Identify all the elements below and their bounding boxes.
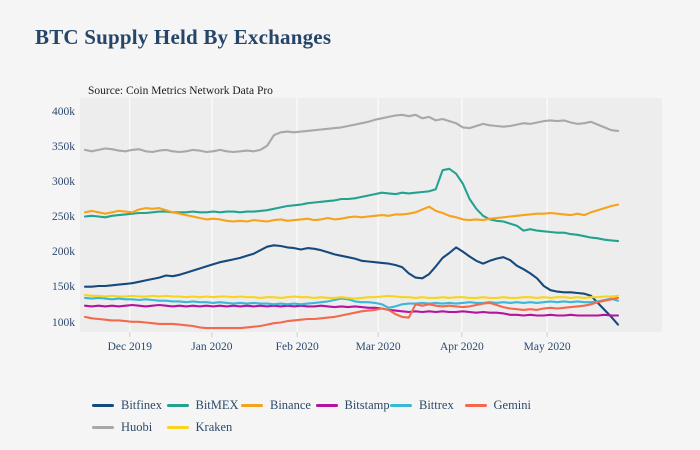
legend-swatch-bittrex-icon xyxy=(390,403,412,407)
legend-label: Bittrex xyxy=(419,397,454,412)
series-line-binance xyxy=(83,203,620,223)
legend-item-bitstamp[interactable]: Bitstamp xyxy=(315,397,390,412)
legend-label: BitMEX xyxy=(195,397,239,412)
series-line-bitstamp xyxy=(83,303,620,317)
legend-label: Gemini xyxy=(493,397,532,412)
legend-label: Bitstamp xyxy=(344,397,390,412)
legend-item-bitmex[interactable]: BitMEX xyxy=(166,397,239,412)
y-tick-label: 150k xyxy=(52,281,75,294)
legend-swatch-kraken-icon xyxy=(166,425,189,429)
y-tick-label: 350k xyxy=(52,141,75,154)
y-tick-label: 300k xyxy=(52,176,75,189)
legend-item-bitfinex[interactable]: Bitfinex xyxy=(92,398,162,412)
legend-item-binance[interactable]: Binance xyxy=(241,398,311,412)
legend-swatch-bitmex-icon xyxy=(166,403,189,407)
legend-label: Huobi xyxy=(121,419,153,434)
series-line-bittrex xyxy=(83,296,620,309)
series-line-bitfinex xyxy=(83,244,620,326)
y-tick-label: 200k xyxy=(52,246,75,259)
legend-swatch-bitstamp-icon xyxy=(315,403,338,407)
series-line-gemini xyxy=(83,296,620,330)
x-tick-label: Jan 2020 xyxy=(191,341,233,353)
legend-label: Kraken xyxy=(195,419,233,434)
x-tick-label: Apr 2020 xyxy=(439,341,484,353)
x-tick-label: Mar 2020 xyxy=(355,341,401,353)
x-tick-label: Feb 2020 xyxy=(275,341,319,353)
y-tick-label: 400k xyxy=(52,106,75,118)
y-tick-label: 100k xyxy=(52,316,75,329)
legend-swatch-huobi-icon xyxy=(92,425,114,429)
series-line-kraken xyxy=(83,294,620,300)
legend-item-huobi[interactable]: Huobi xyxy=(92,420,152,434)
x-tick-label: Dec 2019 xyxy=(107,341,152,353)
source-note: Source: Coin Metrics Network Data Pro xyxy=(88,85,273,97)
legend-label: Binance xyxy=(270,397,311,412)
legend-item-gemini[interactable]: Gemini xyxy=(464,397,532,412)
legend-item-bittrex[interactable]: Bittrex xyxy=(390,398,454,412)
legend-item-kraken[interactable]: Kraken xyxy=(166,419,233,434)
legend-swatch-binance-icon xyxy=(241,403,263,407)
legend-swatch-bitfinex-icon xyxy=(92,403,114,407)
series-line-huobi xyxy=(83,113,620,154)
chart-title: BTC Supply Held By Exchanges xyxy=(35,25,332,49)
y-tick-label: 250k xyxy=(52,211,75,224)
legend-label: Bitfinex xyxy=(121,397,162,412)
x-tick-label: May 2020 xyxy=(523,341,571,353)
legend-swatch-gemini-icon xyxy=(464,403,487,407)
